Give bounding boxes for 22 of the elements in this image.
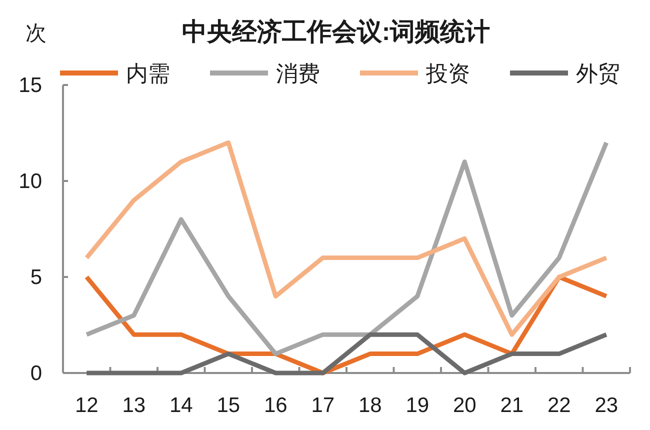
legend-label: 内需: [126, 61, 170, 86]
x-tick-label: 15: [216, 394, 240, 417]
y-tick-label: 15: [18, 74, 42, 97]
y-tick-label: 10: [18, 170, 42, 193]
x-tick-label: 23: [594, 394, 618, 417]
y-axis-title: 次: [26, 22, 46, 45]
legend-label: 消费: [276, 61, 320, 86]
x-tick-label: 12: [74, 394, 98, 417]
x-tick-label: 20: [452, 394, 476, 417]
x-tick-label: 16: [264, 394, 288, 417]
x-tick-label: 18: [358, 394, 382, 417]
legend-label: 外贸: [576, 61, 620, 86]
x-tick-label: 19: [406, 394, 430, 417]
chart-title: 中央经济工作会议:词频统计: [182, 18, 490, 46]
y-tick-label: 5: [30, 266, 42, 289]
x-tick-label: 22: [547, 394, 571, 417]
x-tick-label: 21: [500, 394, 524, 417]
x-tick-label: 17: [311, 394, 335, 417]
x-tick-label: 13: [122, 394, 146, 417]
x-tick-label: 14: [169, 394, 194, 417]
y-tick-label: 0: [30, 362, 42, 385]
legend-label: 投资: [425, 61, 470, 86]
